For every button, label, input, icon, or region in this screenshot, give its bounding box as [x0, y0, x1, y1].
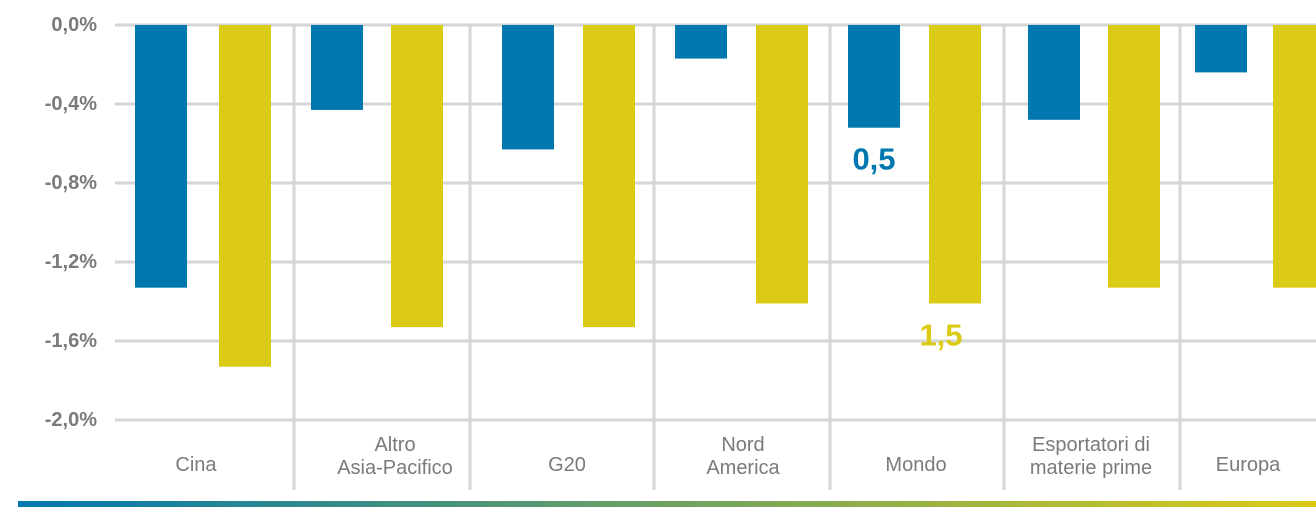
bar-series-1 [135, 25, 187, 288]
bottom-gradient-bar [18, 501, 1316, 507]
bar-series-1 [848, 25, 900, 128]
bar-series-1 [311, 25, 363, 110]
bar-series-2 [583, 25, 635, 328]
y-tick-label: -0,4% [45, 93, 97, 115]
y-tick-label: 0,0% [51, 14, 97, 36]
bar-series-1 [1195, 25, 1247, 73]
bar-series-2 [219, 25, 271, 367]
y-axis: 0,0% -0,4% -0,8% -1,2% -1,6% -2,0% [45, 14, 97, 431]
x-category-label: Europa [1216, 454, 1281, 476]
bar-series-2 [929, 25, 981, 304]
bars [135, 25, 1316, 367]
x-category-label: Cina [175, 454, 217, 476]
value-annotation: 0,5 [852, 142, 895, 177]
value-annotation: 1,5 [919, 317, 962, 352]
bar-series-2 [1273, 25, 1316, 288]
x-category-label: Esportatori di materie prime [1030, 434, 1152, 479]
y-tick-label: -0,8% [45, 172, 97, 194]
x-axis: Cina Altro Asia-Pacifico G20 Nord America Mond… [175, 434, 1281, 479]
x-category-label: Nord America [706, 434, 780, 479]
bar-series-2 [1108, 25, 1160, 288]
x-category-label: Mondo [885, 454, 946, 476]
annotations: 0,5 1,5 [852, 142, 962, 353]
bar-series-2 [756, 25, 808, 304]
bar-series-2 [391, 25, 443, 328]
bar-series-1 [675, 25, 727, 59]
bar-series-1 [502, 25, 554, 150]
x-category-label: G20 [548, 454, 586, 476]
y-tick-label: -1,6% [45, 330, 97, 352]
y-tick-label: -1,2% [45, 251, 97, 273]
x-category-label: Altro Asia-Pacifico [337, 434, 453, 479]
bar-series-1 [1028, 25, 1080, 120]
y-tick-label: -2,0% [45, 409, 97, 431]
